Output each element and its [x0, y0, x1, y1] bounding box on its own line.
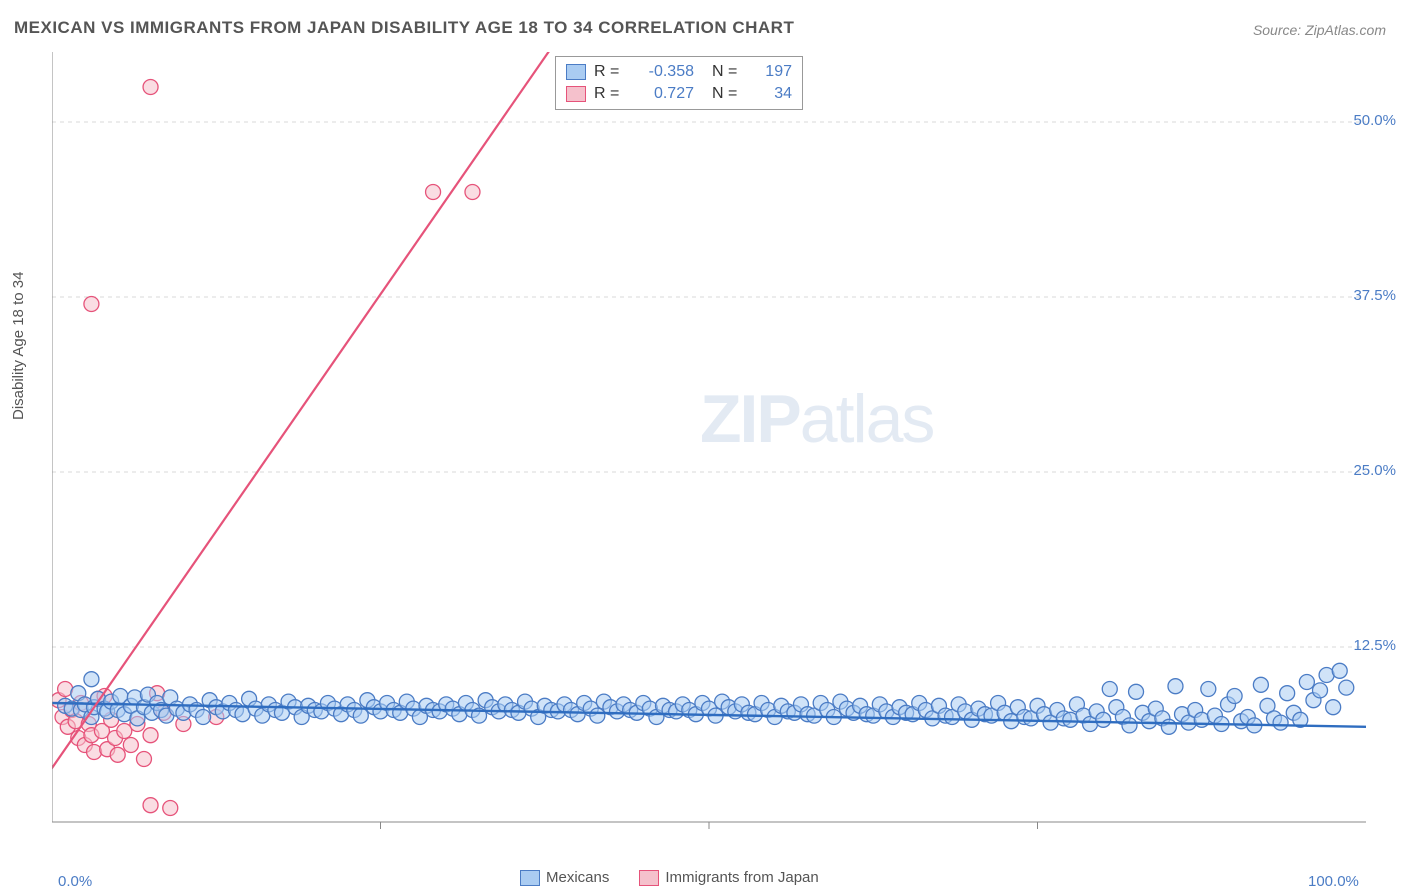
stat-r-value: 0.727: [634, 85, 694, 103]
stat-r-value: -0.358: [634, 63, 694, 81]
data-point: [1313, 683, 1328, 698]
chart-title: MEXICAN VS IMMIGRANTS FROM JAPAN DISABIL…: [14, 18, 794, 38]
stat-n-label: N =: [712, 63, 744, 81]
data-point: [1326, 700, 1341, 715]
data-point: [1332, 663, 1347, 678]
trend-line: [52, 52, 578, 787]
legend-item: Mexicans: [520, 869, 609, 886]
data-point: [1102, 682, 1117, 697]
data-point: [87, 745, 102, 760]
legend-label: Mexicans: [546, 869, 609, 886]
legend-swatch: [566, 86, 586, 102]
data-point: [163, 801, 178, 816]
stat-n-value: 197: [752, 63, 792, 81]
data-point: [1339, 680, 1354, 695]
data-point: [143, 798, 158, 813]
y-tick-label: 37.5%: [1353, 287, 1396, 304]
y-tick-label: 25.0%: [1353, 462, 1396, 479]
stat-n-label: N =: [712, 85, 744, 103]
legend-swatch: [566, 64, 586, 80]
scatter-plot: [52, 52, 1382, 842]
data-point: [1201, 682, 1216, 697]
stat-n-value: 34: [752, 85, 792, 103]
data-point: [123, 738, 138, 753]
data-point: [136, 752, 151, 767]
data-point: [353, 708, 368, 723]
data-point: [84, 672, 99, 687]
y-axis-label: Disability Age 18 to 34: [10, 272, 27, 420]
data-point: [1161, 719, 1176, 734]
data-point: [1280, 686, 1295, 701]
data-point: [196, 710, 211, 725]
data-point: [1273, 715, 1288, 730]
legend-swatch: [639, 870, 659, 886]
stat-r-label: R =: [594, 85, 626, 103]
data-point: [110, 747, 125, 762]
data-point: [465, 185, 480, 200]
data-point: [1253, 677, 1268, 692]
data-point: [84, 297, 99, 312]
y-tick-label: 12.5%: [1353, 637, 1396, 654]
correlation-stats-box: R = -0.358 N = 197 R = 0.727 N = 34: [555, 56, 803, 110]
data-point: [143, 728, 158, 743]
data-point: [590, 708, 605, 723]
data-point: [143, 80, 158, 95]
data-point: [1129, 684, 1144, 699]
stat-r-label: R =: [594, 63, 626, 81]
stats-row: R = 0.727 N = 34: [566, 83, 792, 105]
data-point: [1168, 679, 1183, 694]
bottom-legend: Mexicans Immigrants from Japan: [520, 869, 819, 886]
legend-item: Immigrants from Japan: [639, 869, 818, 886]
data-point: [1227, 689, 1242, 704]
stats-row: R = -0.358 N = 197: [566, 61, 792, 83]
x-tick-label: 0.0%: [58, 873, 92, 890]
data-point: [426, 185, 441, 200]
legend-label: Immigrants from Japan: [665, 869, 818, 886]
data-point: [1299, 675, 1314, 690]
x-tick-label: 100.0%: [1308, 873, 1359, 890]
source-credit: Source: ZipAtlas.com: [1253, 22, 1386, 38]
data-point: [1122, 718, 1137, 733]
legend-swatch: [520, 870, 540, 886]
y-tick-label: 50.0%: [1353, 112, 1396, 129]
data-point: [1096, 712, 1111, 727]
